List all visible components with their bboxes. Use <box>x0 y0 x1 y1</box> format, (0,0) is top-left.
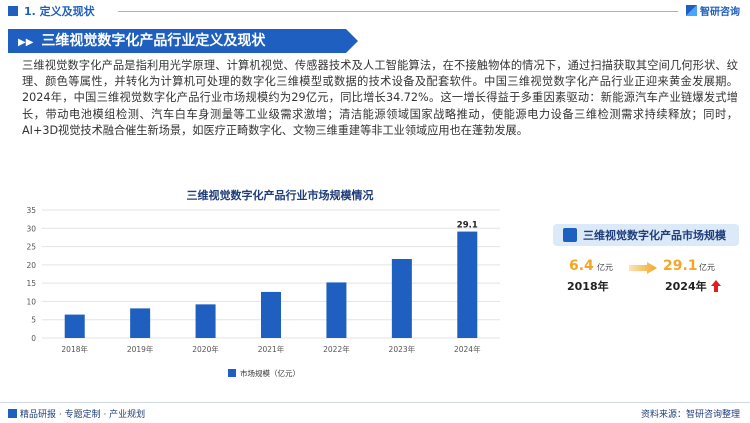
year-2018: 2018年 <box>567 280 609 293</box>
y-tick-label: 15 <box>26 279 36 288</box>
bar <box>261 291 281 338</box>
side-card-body: 6.4 亿元 2018年 29.1 亿元 2024年 <box>553 252 739 304</box>
x-tick-label: 2020年 <box>192 344 219 354</box>
divider <box>118 11 678 12</box>
logo: 智研咨询 <box>686 3 740 18</box>
y-tick-label: 10 <box>26 297 36 306</box>
unit-2024: 亿元 <box>699 263 715 272</box>
x-tick-label: 2023年 <box>389 344 416 354</box>
banner-tail <box>346 29 358 53</box>
bar <box>64 314 85 338</box>
section-icon <box>8 6 18 16</box>
x-tick-label: 2022年 <box>323 344 350 354</box>
body-paragraph: 三维视觉数字化产品是指利用光学原理、计算机视觉、传感器技术及人工智能算法，在不接… <box>22 59 738 137</box>
bar <box>457 231 478 338</box>
bar-chart: 0 5 10 15 20 25 30 35 2018年 2019年 2020年 2021年 2022年 2… <box>26 206 500 378</box>
data-label: 29.1 <box>457 221 478 231</box>
x-tick-label: 2021年 <box>258 344 285 354</box>
legend-swatch <box>228 369 236 377</box>
source-note: 资料来源：智研咨询整理 <box>640 410 740 420</box>
page-title-banner: ▶▶ 三维视觉数字化产品行业定义及现状 <box>8 29 346 53</box>
y-tick-label: 20 <box>26 261 36 270</box>
value-2018: 6.4 <box>569 258 594 274</box>
arrow-right-icon <box>629 262 657 274</box>
chart-icon <box>563 228 577 242</box>
footer-tagline: 精品研报 · 专题定制 · 产业规划 <box>8 407 145 420</box>
y-tick-label: 35 <box>26 206 36 215</box>
footer-divider <box>0 402 750 403</box>
bar <box>391 259 412 338</box>
page-title: 三维视觉数字化产品行业定义及现状 <box>41 33 266 49</box>
chart-title: 三维视觉数字化产品行业市场规模情况 <box>186 189 374 202</box>
top-bar: 1. 定义及现状 智研咨询 <box>0 0 750 24</box>
side-card-title: 三维视觉数字化产品市场规模 <box>583 229 726 242</box>
logo-text: 智研咨询 <box>700 7 740 18</box>
y-tick-label: 5 <box>31 316 36 325</box>
logo-icon <box>686 5 697 16</box>
legend-label: 市场规模（亿元） <box>240 368 300 378</box>
side-card-header: 三维视觉数字化产品市场规模 <box>553 224 739 246</box>
y-tick-label: 30 <box>26 224 36 233</box>
bar <box>195 304 216 338</box>
x-tick-label: 2018年 <box>61 344 88 354</box>
up-arrow-icon <box>711 280 721 292</box>
value-2024: 29.1 <box>663 258 698 274</box>
x-tick-label: 2024年 <box>454 344 481 354</box>
section-title: 1. 定义及现状 <box>24 5 95 18</box>
y-tick-label: 25 <box>26 243 36 252</box>
bar <box>326 282 347 338</box>
bar <box>130 308 151 338</box>
footer-logo-icon <box>8 409 17 418</box>
x-tick-label: 2019年 <box>127 344 154 354</box>
y-tick-label: 0 <box>31 334 36 343</box>
double-chevron-icon: ▶▶ <box>18 37 34 48</box>
unit-2018: 亿元 <box>597 263 613 272</box>
footer-tagline-text: 精品研报 · 专题定制 · 产业规划 <box>20 410 146 420</box>
year-2024: 2024年 <box>665 280 707 293</box>
side-summary-card: 三维视觉数字化产品市场规模 6.4 亿元 2018年 29.1 亿元 2024年 <box>553 224 739 304</box>
